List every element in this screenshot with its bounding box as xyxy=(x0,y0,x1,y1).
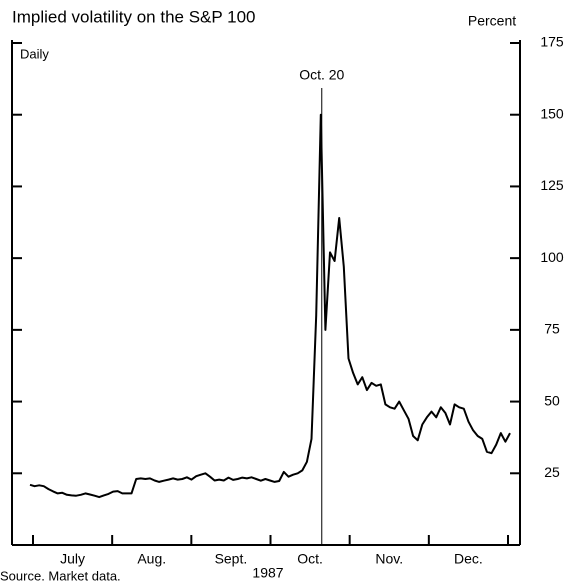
x-tick-label: Oct. xyxy=(297,551,323,567)
source: Source. Market data. xyxy=(0,568,121,583)
annotation: Oct. 20 xyxy=(299,67,344,83)
chart-title: Implied volatility on the S&P 100 xyxy=(12,7,256,26)
y-tick-label: 150 xyxy=(540,105,564,121)
y-tick-label: 100 xyxy=(540,249,564,265)
x-tick-label: Nov. xyxy=(375,551,403,567)
line xyxy=(29,113,511,499)
y-tick-label: 175 xyxy=(540,34,564,50)
y-tick-label: 125 xyxy=(540,177,564,193)
x-tick-label: Dec. xyxy=(454,551,483,567)
x-axis-label: 1987 xyxy=(252,565,283,581)
y-tick-label: 75 xyxy=(544,321,560,337)
x-tick-label: Sept. xyxy=(215,551,248,567)
y-axis-label: Percent xyxy=(468,13,516,29)
subtitle: Daily xyxy=(20,46,49,61)
y-tick-label: 50 xyxy=(544,392,560,408)
y-tick-label: 25 xyxy=(544,464,560,480)
x-tick-label: Aug. xyxy=(137,551,166,567)
x-tick-label: July xyxy=(60,551,85,567)
